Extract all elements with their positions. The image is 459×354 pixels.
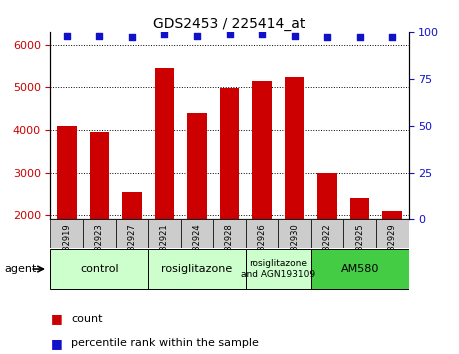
Text: AM580: AM580 [341, 264, 379, 274]
Bar [187, 113, 207, 301]
Bar [343, 219, 376, 248]
Bar [50, 219, 83, 248]
Bar [246, 249, 311, 290]
Point [128, 35, 135, 40]
Bar [90, 132, 109, 301]
Point [356, 35, 364, 40]
Text: count: count [71, 314, 103, 324]
Text: GSM132923: GSM132923 [95, 224, 104, 274]
Bar [350, 198, 369, 301]
Text: GSM132927: GSM132927 [127, 224, 136, 274]
Bar [317, 172, 337, 301]
Point [226, 31, 233, 36]
Bar [311, 249, 409, 290]
Text: ■: ■ [50, 312, 62, 325]
Point [63, 33, 70, 39]
Text: GSM132926: GSM132926 [257, 224, 267, 274]
Text: GSM132921: GSM132921 [160, 224, 169, 274]
Bar [83, 219, 116, 248]
Bar [155, 68, 174, 301]
Text: control: control [80, 264, 118, 274]
Text: ■: ■ [50, 337, 62, 350]
Bar [311, 219, 343, 248]
Text: agent: agent [5, 264, 37, 274]
Text: GSM132922: GSM132922 [323, 224, 332, 274]
Point [324, 35, 331, 40]
Point [193, 33, 201, 39]
Bar [285, 78, 304, 301]
Point [258, 31, 266, 36]
Text: GSM132930: GSM132930 [290, 224, 299, 274]
Text: rosiglitazone: rosiglitazone [161, 264, 233, 274]
Bar [213, 219, 246, 248]
Text: GSM132919: GSM132919 [62, 224, 71, 274]
Text: GSM132924: GSM132924 [192, 224, 202, 274]
Text: GSM132925: GSM132925 [355, 224, 364, 274]
Bar [50, 249, 148, 290]
Text: percentile rank within the sample: percentile rank within the sample [71, 338, 259, 348]
Point [95, 33, 103, 39]
Bar [181, 219, 213, 248]
Bar [252, 81, 272, 301]
Bar [220, 88, 239, 301]
Point [161, 31, 168, 36]
Bar [122, 192, 142, 301]
Text: GSM132928: GSM132928 [225, 224, 234, 274]
Bar [148, 249, 246, 290]
Point [291, 33, 298, 39]
Bar [246, 219, 278, 248]
Text: rosiglitazone
and AGN193109: rosiglitazone and AGN193109 [241, 259, 315, 279]
Text: GSM132929: GSM132929 [388, 224, 397, 274]
Bar [278, 219, 311, 248]
Point [389, 35, 396, 40]
Bar [57, 126, 77, 301]
Bar [116, 219, 148, 248]
Bar [382, 211, 402, 301]
Title: GDS2453 / 225414_at: GDS2453 / 225414_at [153, 17, 306, 31]
Bar [376, 219, 409, 248]
Bar [148, 219, 181, 248]
